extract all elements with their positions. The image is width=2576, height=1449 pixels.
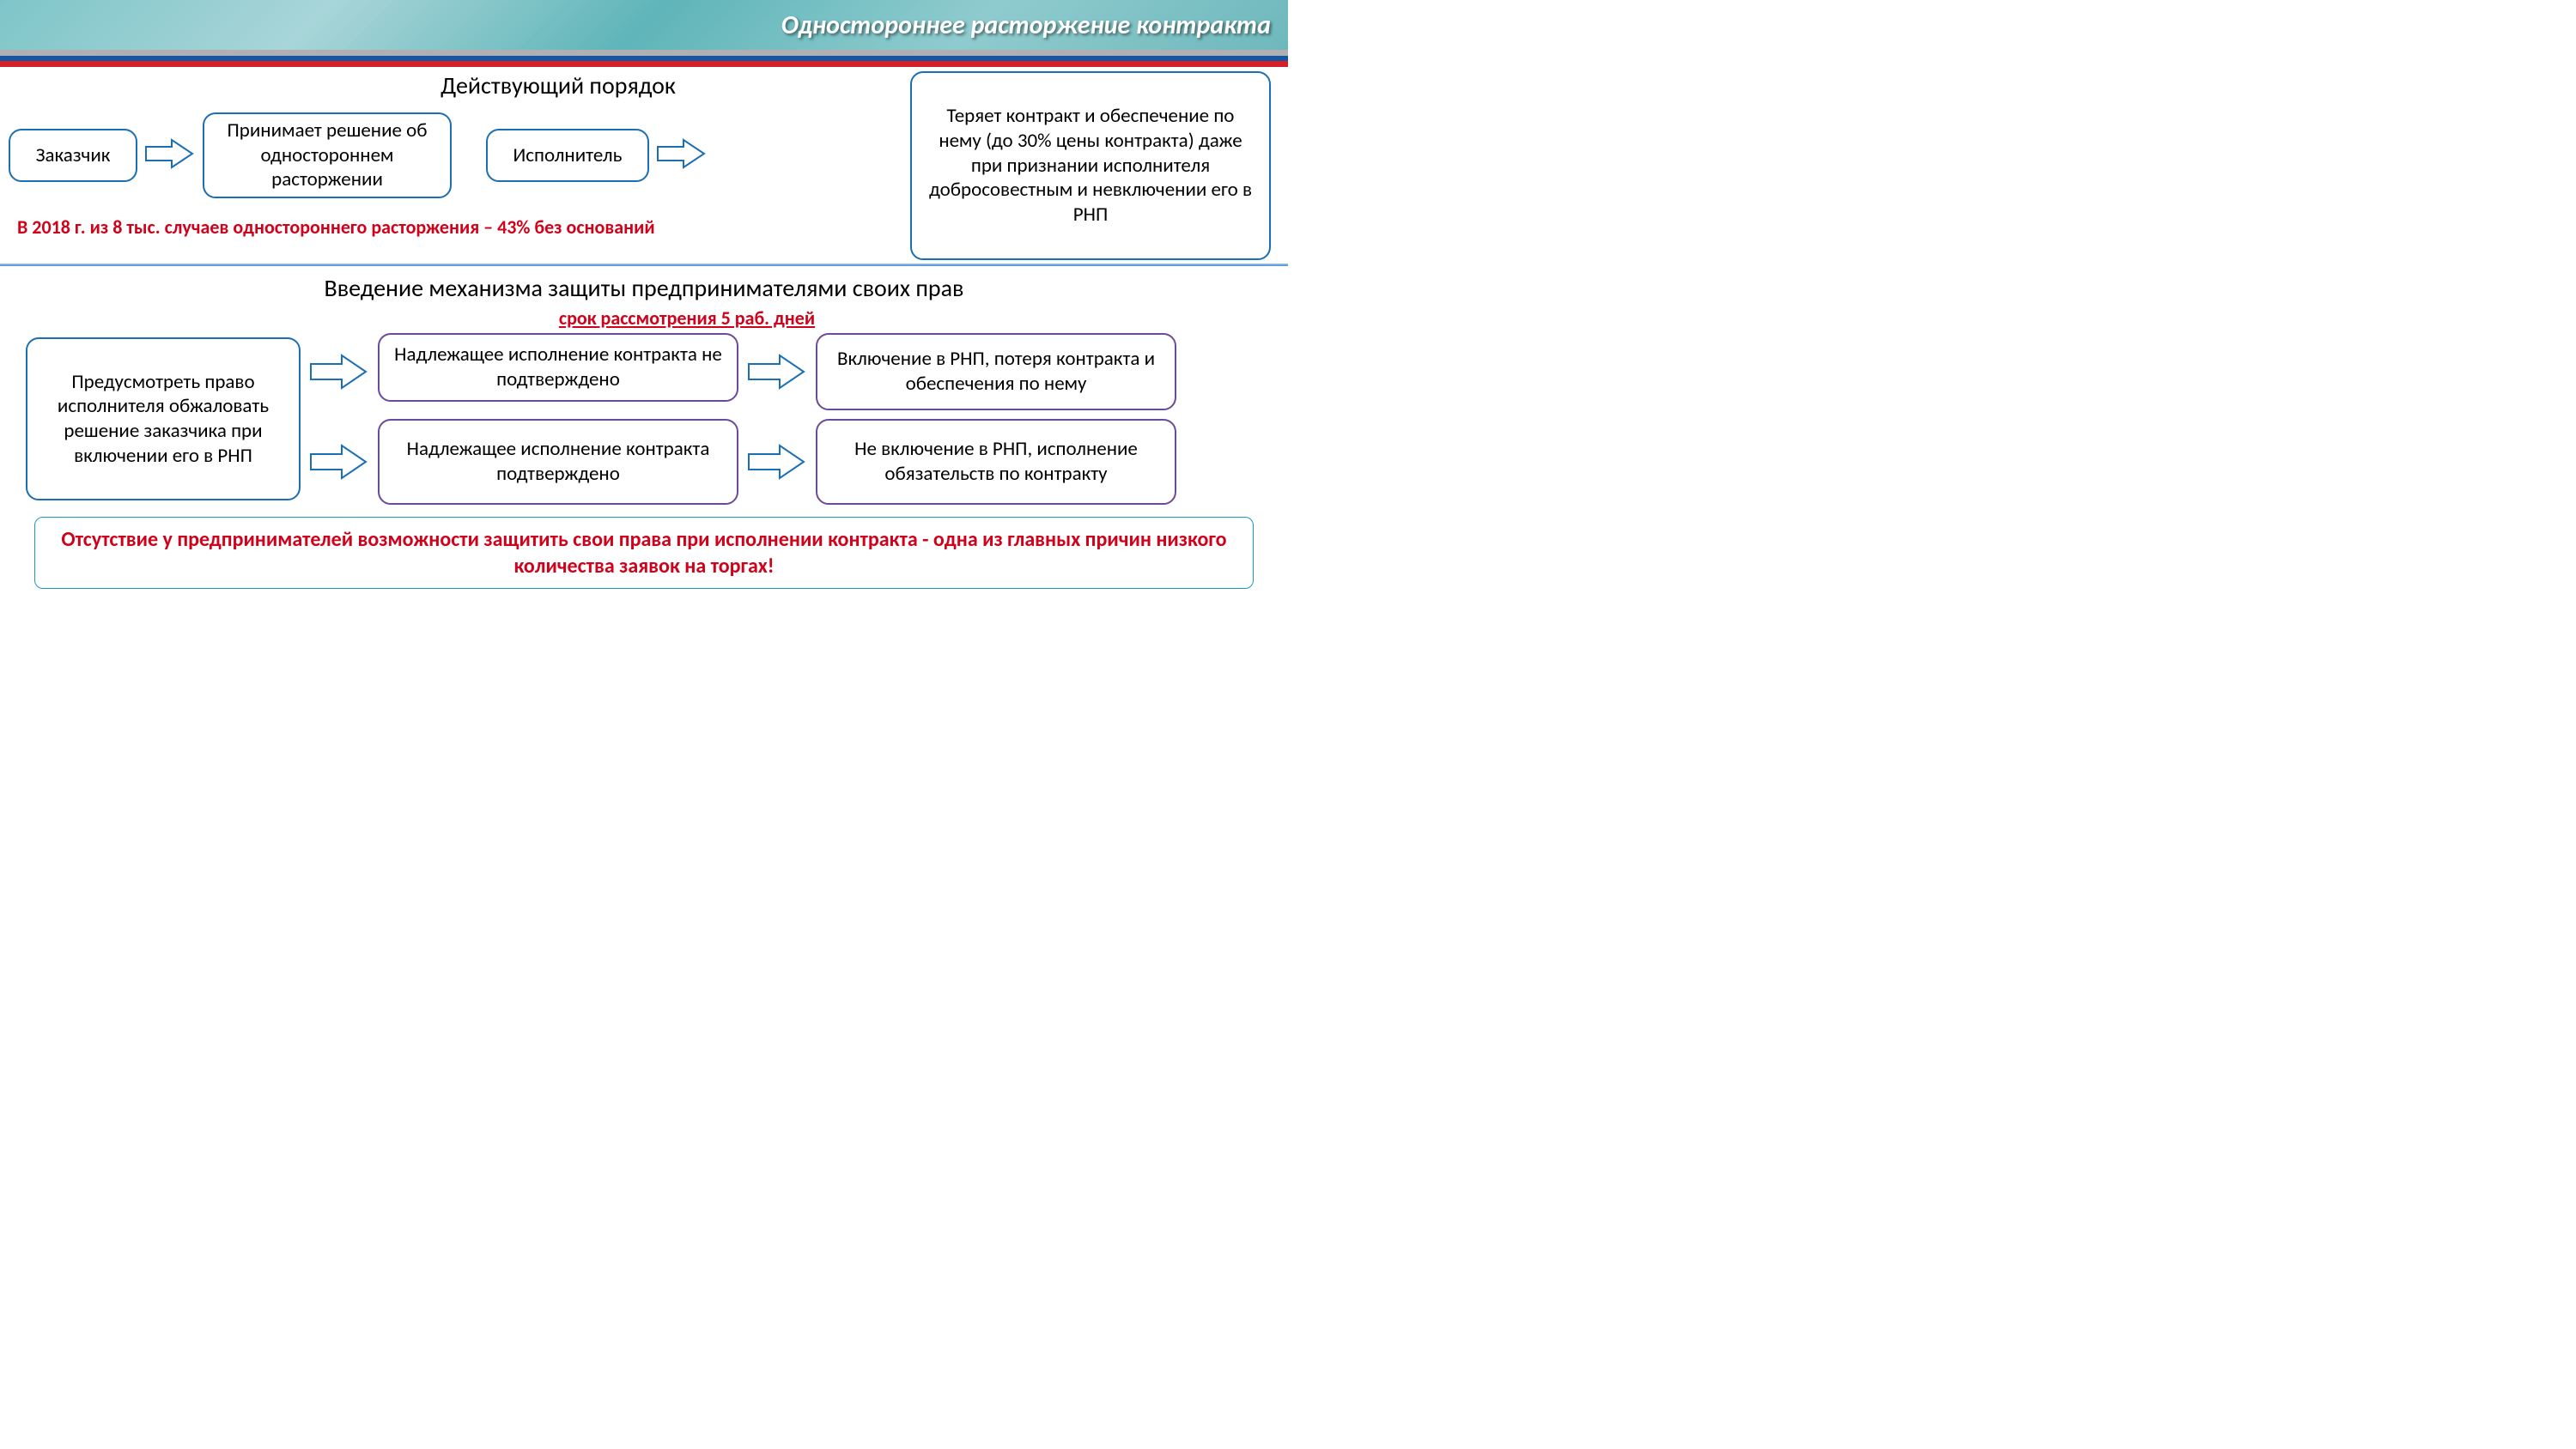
arrow-4 (309, 442, 369, 486)
slide-header: Одностороннее расторжение контракта (0, 0, 1288, 50)
section2-title: Введение механизма защиты предпринимател… (0, 270, 1288, 306)
arrow-3 (309, 352, 369, 396)
section-current-order: Действующий порядок Заказчик Принимает р… (0, 67, 1288, 260)
section-proposed-mechanism: Введение механизма защиты предпринимател… (0, 270, 1288, 589)
box-confirmed: Надлежащее исполнение контракта подтверж… (378, 419, 738, 505)
arrow-col-1 (309, 333, 369, 505)
right-col: Включение в РНП, потеря контракта и обес… (816, 333, 1176, 505)
box-executor: Исполнитель (486, 129, 649, 182)
callout-conclusion: Отсутствие у предпринимателей возможност… (34, 517, 1254, 589)
tricolor-divider (0, 50, 1288, 67)
flow-row-1: Заказчик Принимает решение об односторон… (0, 112, 910, 198)
stripe-grey (0, 50, 1288, 56)
arrow-1 (144, 136, 196, 175)
stripe-red (0, 61, 1288, 67)
box-right-to-appeal: Предусмотреть право исполнителя обжалова… (26, 337, 301, 500)
section-divider (0, 264, 1288, 266)
box-consequence: Теряет контракт и обеспечение по нему (д… (910, 71, 1271, 260)
slide-title: Одностороннее расторжение контракта (781, 9, 1271, 41)
section2-subtitle: срок рассмотрения 5 раб. дней (86, 306, 1288, 330)
box-not-confirmed: Надлежащее исполнение контракта не подтв… (378, 333, 738, 402)
arrow-5 (747, 352, 807, 396)
stat-2018: В 2018 г. из 8 тыс. случаев односторонне… (0, 210, 910, 244)
arrow-col-2 (747, 333, 807, 505)
stripe-blue (0, 56, 1288, 62)
box-customer: Заказчик (9, 129, 137, 182)
box-decision: Принимает решение об одностороннем расто… (203, 112, 452, 198)
box-outcome-included: Включение в РНП, потеря контракта и обес… (816, 333, 1176, 410)
box-outcome-not-included: Не включение в РНП, исполнение обязатель… (816, 419, 1176, 505)
arrow-6 (747, 442, 807, 486)
flow-row-2: Предусмотреть право исполнителя обжалова… (0, 330, 1288, 508)
middle-col: Надлежащее исполнение контракта не подтв… (378, 333, 738, 505)
arrow-2 (656, 136, 708, 175)
